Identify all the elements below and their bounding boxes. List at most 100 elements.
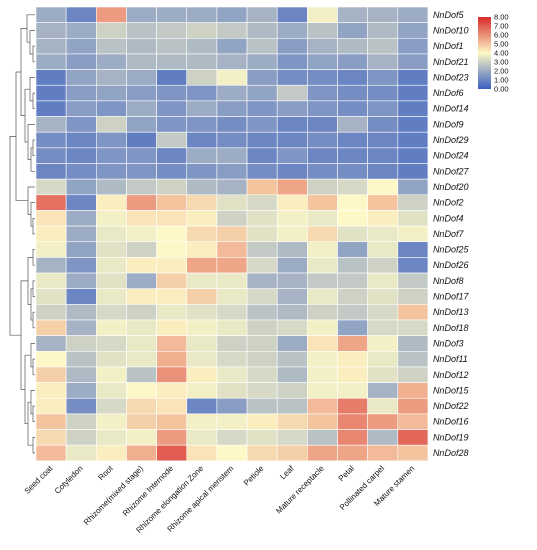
heatmap-cell-NnDof27-10 bbox=[307, 163, 338, 180]
heatmap-cell-NnDof24-10 bbox=[307, 147, 338, 164]
heatmap-cell-NnDof21-9 bbox=[276, 53, 308, 70]
heatmap-cell-NnDof26-7 bbox=[216, 257, 248, 274]
heatmap-cell-NnDof18-2 bbox=[65, 319, 97, 336]
heatmap-cell-NnDof12-13 bbox=[397, 366, 429, 383]
heatmap-cell-NnDof19-6 bbox=[186, 429, 218, 446]
heatmap-cell-NnDof8-7 bbox=[216, 272, 248, 289]
heatmap-cell-NnDof6-12 bbox=[367, 84, 399, 102]
color-scale-legend: 8.007.006.005.004.003.002.001.000.00 bbox=[478, 13, 509, 94]
heatmap-cell-NnDof14-3 bbox=[96, 100, 127, 117]
heatmap-cell-NnDof13-6 bbox=[186, 304, 218, 321]
heatmap-cell-NnDof25-10 bbox=[307, 241, 338, 258]
heatmap-cell-NnDof26-2 bbox=[65, 257, 97, 274]
heatmap-cell-NnDof16-4 bbox=[126, 413, 157, 430]
heatmap-cell-NnDof27-9 bbox=[276, 163, 308, 180]
heatmap-cell-NnDof14-1 bbox=[35, 100, 67, 117]
heatmap-cell-NnDof27-13 bbox=[397, 163, 429, 180]
row-label-NnDof23: NnDof23 bbox=[433, 72, 469, 82]
heatmap-cell-NnDof25-8 bbox=[246, 241, 278, 258]
heatmap-cell-NnDof5-10 bbox=[307, 6, 338, 23]
heatmap-cell-NnDof13-2 bbox=[65, 304, 97, 321]
row-label-NnDof17: NnDof17 bbox=[433, 292, 470, 302]
heatmap-cell-NnDof12-2 bbox=[65, 366, 97, 383]
heatmap-cell-NnDof16-12 bbox=[367, 413, 399, 430]
heatmap-cell-NnDof1-3 bbox=[96, 37, 127, 55]
column-label-4: Rhizome(mixed stage) bbox=[82, 464, 145, 527]
heatmap-cell-NnDof3-11 bbox=[337, 335, 368, 352]
heatmap-cell-NnDof28-1 bbox=[35, 444, 67, 462]
heatmap-cell-NnDof2-7 bbox=[216, 194, 248, 211]
heatmap-cell-NnDof7-2 bbox=[65, 225, 97, 243]
heatmap-cell-NnDof16-8 bbox=[246, 413, 278, 430]
heatmap-cell-NnDof13-12 bbox=[367, 304, 399, 321]
heatmap-cell-NnDof10-2 bbox=[65, 22, 97, 39]
heatmap-cell-NnDof10-11 bbox=[337, 22, 368, 39]
heatmap-cell-NnDof6-8 bbox=[246, 84, 278, 102]
heatmap-cell-NnDof4-1 bbox=[35, 210, 67, 227]
heatmap-cell-NnDof12-11 bbox=[337, 366, 368, 383]
heatmap-cell-NnDof4-7 bbox=[216, 210, 248, 227]
heatmap-cell-NnDof9-5 bbox=[156, 116, 188, 133]
heatmap-cell-NnDof16-1 bbox=[35, 413, 67, 430]
heatmap-cell-NnDof27-4 bbox=[126, 163, 157, 180]
row-label-NnDof4: NnDof4 bbox=[433, 213, 464, 223]
heatmap-cell-NnDof12-1 bbox=[35, 366, 67, 383]
heatmap-cell-NnDof29-8 bbox=[246, 131, 278, 149]
heatmap-cell-NnDof10-7 bbox=[216, 22, 248, 39]
heatmap-cell-NnDof21-11 bbox=[337, 53, 368, 70]
heatmap-cell-NnDof3-12 bbox=[367, 335, 399, 352]
heatmap-cell-NnDof19-1 bbox=[35, 429, 67, 446]
heatmap-cell-NnDof23-3 bbox=[96, 69, 127, 86]
heatmap-cell-NnDof20-1 bbox=[35, 178, 67, 196]
heatmap-cell-NnDof19-10 bbox=[307, 429, 338, 446]
heatmap-cell-NnDof29-9 bbox=[276, 131, 308, 149]
heatmap-cell-NnDof13-11 bbox=[337, 304, 368, 321]
heatmap-cell-NnDof21-8 bbox=[246, 53, 278, 70]
heatmap-cell-NnDof15-3 bbox=[96, 382, 127, 399]
heatmap-cell-NnDof29-4 bbox=[126, 131, 157, 149]
heatmap-cell-NnDof18-7 bbox=[216, 319, 248, 336]
heatmap-cell-NnDof23-4 bbox=[126, 69, 157, 86]
heatmap-cell-NnDof14-9 bbox=[276, 100, 308, 117]
heatmap-cell-NnDof16-2 bbox=[65, 413, 97, 430]
heatmap-cell-NnDof3-3 bbox=[96, 335, 127, 352]
heatmap-cell-NnDof14-7 bbox=[216, 100, 248, 117]
heatmap-cell-NnDof9-13 bbox=[397, 116, 429, 133]
heatmap-cell-NnDof13-8 bbox=[246, 304, 278, 321]
heatmap-cell-NnDof11-2 bbox=[65, 350, 97, 368]
heatmap-cell-NnDof22-8 bbox=[246, 397, 278, 415]
dendrogram-branch bbox=[32, 437, 35, 454]
heatmap-cell-NnDof7-1 bbox=[35, 225, 67, 243]
heatmap-cell-NnDof14-13 bbox=[397, 100, 429, 117]
heatmap-cell-NnDof2-1 bbox=[35, 194, 67, 211]
dendrogram-branch bbox=[32, 92, 35, 110]
heatmap-cell-NnDof15-7 bbox=[216, 382, 248, 399]
heatmap-cell-NnDof16-9 bbox=[276, 413, 308, 430]
heatmap-cell-NnDof22-13 bbox=[397, 397, 429, 415]
heatmap-cell-NnDof26-12 bbox=[367, 257, 399, 274]
heatmap-cell-NnDof21-4 bbox=[126, 53, 157, 70]
heatmap-cell-NnDof2-13 bbox=[397, 194, 429, 211]
column-label-1: Seed coat bbox=[23, 463, 55, 495]
heatmap-cell-NnDof14-2 bbox=[65, 100, 97, 117]
heatmap-cell-NnDof12-6 bbox=[186, 366, 218, 383]
heatmap-cell-NnDof28-7 bbox=[216, 444, 248, 462]
heatmap-cell-NnDof1-9 bbox=[276, 37, 308, 55]
heatmap-cell-NnDof10-9 bbox=[276, 22, 308, 39]
heatmap-cell-NnDof10-3 bbox=[96, 22, 127, 39]
heatmap-cell-NnDof28-6 bbox=[186, 444, 218, 462]
heatmap-cell-NnDof6-6 bbox=[186, 84, 218, 102]
heatmap-cell-NnDof1-8 bbox=[246, 37, 278, 55]
heatmap-cell-NnDof4-10 bbox=[307, 210, 338, 227]
heatmap-cell-NnDof20-8 bbox=[246, 178, 278, 196]
heatmap-cell-NnDof20-10 bbox=[307, 178, 338, 196]
heatmap-cell-NnDof8-11 bbox=[337, 272, 368, 289]
heatmap-cell-NnDof11-8 bbox=[246, 350, 278, 368]
heatmap-cell-NnDof11-9 bbox=[276, 350, 308, 368]
heatmap-cell-NnDof8-4 bbox=[126, 272, 157, 289]
heatmap-cell-NnDof15-11 bbox=[337, 382, 368, 399]
heatmap-cell-NnDof29-6 bbox=[186, 131, 218, 149]
heatmap-cell-NnDof20-11 bbox=[337, 178, 368, 196]
heatmap-cell-NnDof1-4 bbox=[126, 37, 157, 55]
